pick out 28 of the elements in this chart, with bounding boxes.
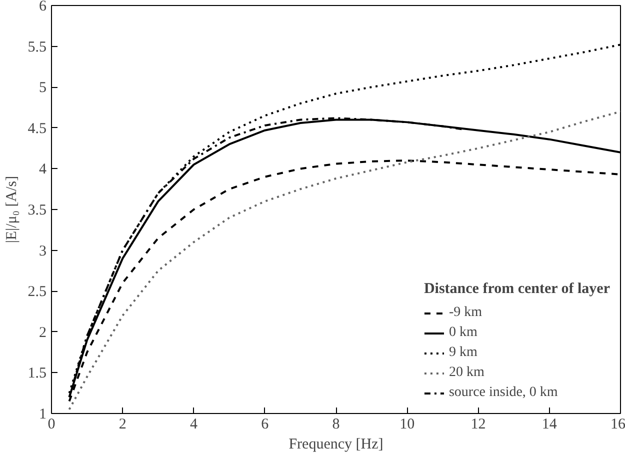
x-tick-label: 6	[261, 416, 270, 432]
y-tick-label: 1	[39, 406, 46, 422]
y-tick-label: 2	[39, 324, 46, 341]
y-axis-title: |E|/μ₀ [A/s]	[4, 176, 20, 244]
legend-label: 0 km	[448, 325, 478, 341]
y-tick-label: 4	[39, 162, 47, 178]
x-tick-label: 0	[48, 416, 56, 432]
y-tick-label: 5	[39, 80, 46, 96]
y-tick-label: 5.5	[28, 39, 46, 56]
x-tick-label: 16	[610, 416, 625, 432]
x-tick-label: 4	[190, 416, 198, 432]
y-tick-label: 6	[39, 0, 47, 14]
legend-title: Distance from center of layer	[424, 281, 610, 298]
x-tick-label: 8	[332, 416, 340, 432]
y-tick-label: 3	[39, 243, 46, 260]
legend-label: 20 km	[448, 365, 484, 381]
y-tick-label: 2.5	[28, 284, 46, 300]
y-tick-label: 4.5	[28, 120, 46, 137]
legend-label: -9 km	[448, 305, 482, 321]
x-tick-label: 12	[470, 416, 486, 432]
x-tick-label: 14	[542, 416, 558, 432]
legend-label: source inside, 0 km	[448, 385, 558, 401]
y-tick-label: 1.5	[28, 366, 46, 382]
legend-label: 9 km	[448, 345, 478, 361]
x-axis-title: Frequency [Hz]	[288, 436, 384, 452]
x-tick-label: 2	[118, 416, 126, 432]
y-tick-label: 3.5	[28, 202, 46, 218]
x-tick-label: 10	[400, 416, 415, 432]
